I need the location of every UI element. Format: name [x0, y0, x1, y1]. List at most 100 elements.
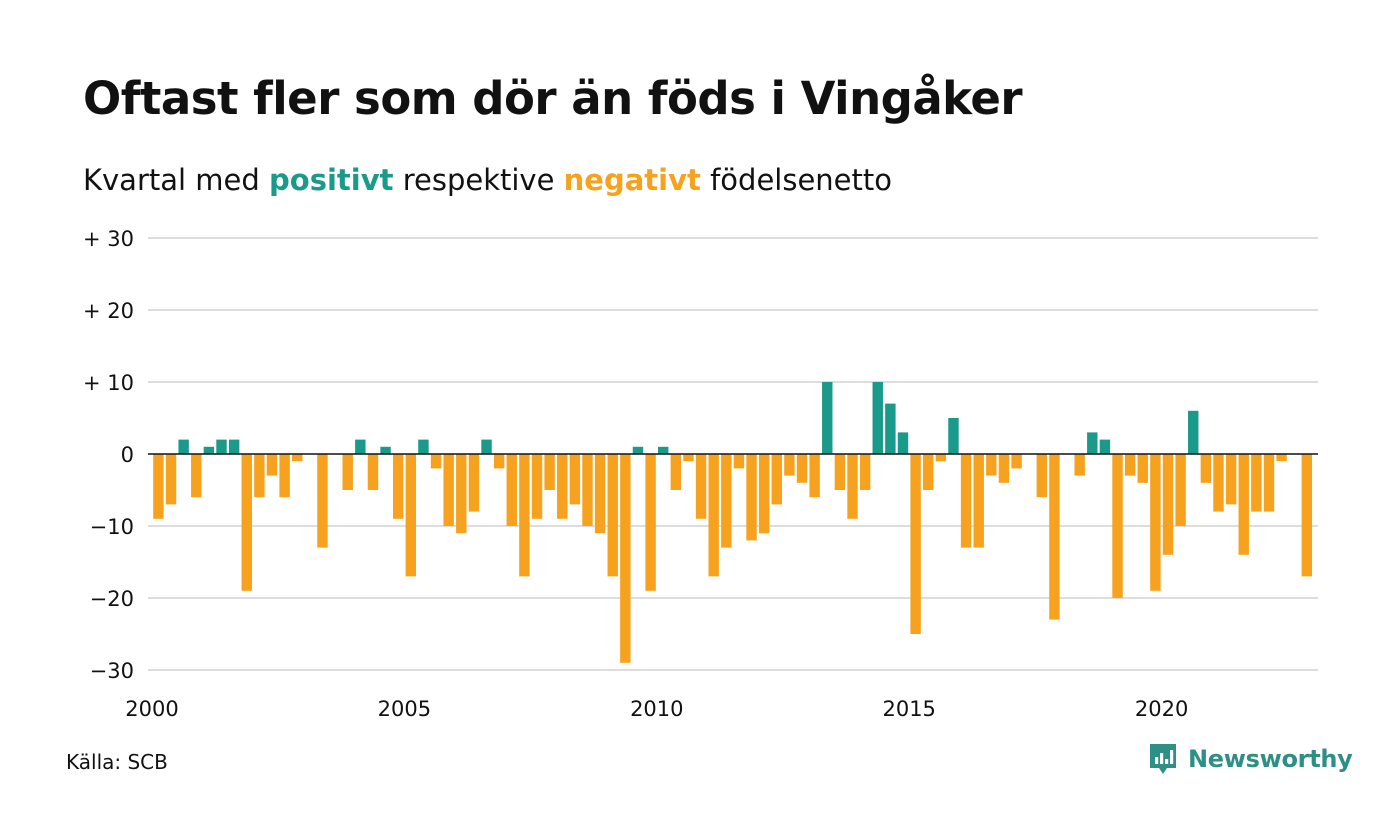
bar: [165, 454, 177, 505]
bar: [355, 439, 366, 454]
y-tick-label: 0: [121, 443, 134, 467]
bar: [632, 446, 644, 454]
axes: −30 −20 −10 0 + 10 + 20 + 30 2000 2005 2010 2015 20…: [83, 227, 1318, 721]
bar: [557, 454, 568, 519]
bar: [292, 454, 303, 462]
bar: [1150, 454, 1161, 591]
bar: [468, 454, 480, 512]
bar: [392, 454, 404, 519]
bar: [531, 454, 543, 519]
bar: [998, 454, 1010, 483]
y-tick-label: −30: [90, 659, 134, 683]
bar: [1124, 454, 1136, 476]
bar: [443, 454, 454, 526]
bar: [923, 454, 934, 490]
bar: [796, 454, 808, 483]
subtitle-part-3: födelsenetto: [700, 163, 892, 197]
bar: [847, 454, 858, 519]
bar: [266, 454, 278, 476]
bar: [809, 454, 820, 498]
x-tick-label: 2015: [882, 697, 935, 721]
x-tick-label: 2000: [125, 697, 178, 721]
bar: [1213, 454, 1224, 512]
subtitle-part-2: respektive: [393, 163, 564, 197]
bar: [683, 454, 694, 462]
bar: [1200, 454, 1212, 483]
bar: [1225, 454, 1237, 505]
bar: [1188, 410, 1199, 454]
bar: [481, 439, 492, 454]
bar: [594, 454, 606, 534]
chart-subtitle: Kvartal med positivt respektive negativt…: [83, 163, 892, 197]
bar: [519, 454, 530, 577]
bar: [1011, 454, 1022, 469]
chart-title: Oftast fler som dör än föds i Vingåker: [83, 72, 1023, 125]
bar: [178, 439, 189, 454]
bar: [1074, 454, 1085, 476]
newsworthy-logo-icon: [1150, 744, 1176, 774]
bar: [1049, 454, 1060, 620]
x-tick-label: 2005: [378, 697, 431, 721]
y-tick-label: + 20: [83, 299, 134, 323]
bar: [493, 454, 505, 469]
subtitle-part-1: Kvartal med: [83, 163, 270, 197]
source-note: Källa: SCB: [66, 750, 168, 774]
bar: [544, 454, 555, 490]
x-tick-label: 2020: [1135, 697, 1188, 721]
brand-logo[interactable]: Newsworthy: [1148, 742, 1353, 776]
bar: [1301, 454, 1313, 577]
subtitle-positive-word: positivt: [269, 163, 394, 197]
bar: [948, 418, 959, 454]
bar: [203, 446, 215, 454]
bar: [1276, 454, 1287, 462]
bar: [1137, 454, 1148, 483]
bar: [1087, 432, 1098, 454]
bar: [228, 439, 240, 454]
subtitle-negative-word: negativt: [563, 163, 701, 197]
y-tick-label: −10: [90, 515, 134, 539]
bar: [1036, 454, 1048, 498]
bar: [430, 454, 442, 469]
bar: [910, 454, 921, 634]
bar: [885, 403, 896, 454]
bar: [935, 454, 947, 462]
bar: [986, 454, 997, 476]
y-tick-label: −20: [90, 587, 134, 611]
bar: [405, 454, 417, 577]
bar: [1251, 454, 1262, 512]
bar: [746, 454, 757, 541]
bar: [771, 454, 782, 505]
bar: [241, 454, 252, 591]
brand-name: Newsworthy: [1188, 745, 1353, 773]
bar: [342, 454, 353, 490]
bar: [733, 454, 745, 469]
bar: [418, 439, 429, 454]
bar: [569, 454, 581, 505]
bar: [708, 454, 719, 577]
bar: [897, 432, 909, 454]
bar: [456, 454, 467, 534]
bar: [834, 454, 846, 490]
bar: [506, 454, 517, 526]
bar: [254, 454, 265, 498]
bar: [191, 454, 202, 498]
bar: [758, 454, 770, 534]
bar: [1238, 454, 1249, 555]
grid-lines: [148, 237, 1318, 671]
bar: [607, 454, 618, 577]
bar: [620, 454, 631, 663]
bar: [822, 382, 833, 454]
bar: [960, 454, 972, 548]
bar: [1112, 454, 1123, 598]
bar: [1162, 454, 1174, 555]
bar: [1099, 439, 1111, 454]
bar: [279, 454, 290, 498]
bar: [317, 454, 328, 548]
bar-chart: −30 −20 −10 0 + 10 + 20 + 30 2000 2005 2010 2015 20…: [83, 227, 1318, 721]
bar: [367, 454, 379, 490]
bar: [582, 454, 593, 526]
bar: [784, 454, 795, 476]
bar: [645, 454, 656, 591]
bar: [973, 454, 984, 548]
bar: [695, 454, 707, 519]
